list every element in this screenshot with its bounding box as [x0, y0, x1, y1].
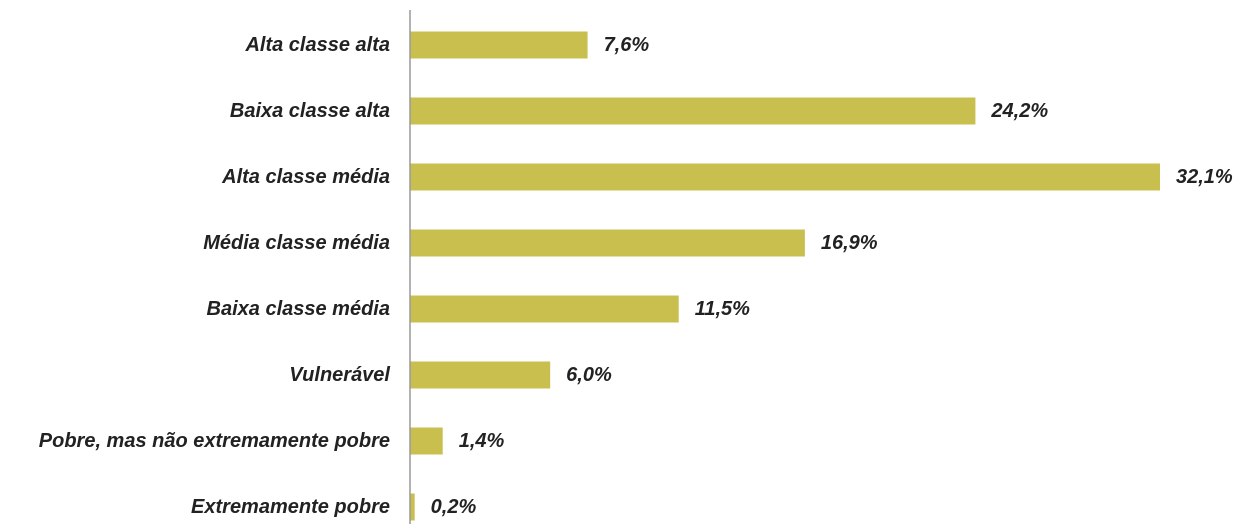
category-label-7: Extremamente pobre — [191, 496, 390, 518]
category-label-0: Alta classe alta — [244, 34, 390, 56]
value-labels-layer: 7,6% 24,2% 32,1% 16,9% 11,5% 6,0% 1,4% 0,2% — [431, 34, 1233, 518]
bar-0 — [410, 31, 588, 59]
value-label-5: 6,0% — [566, 364, 612, 386]
value-label-3: 16,9% — [821, 232, 878, 254]
category-label-2: Alta classe média — [221, 166, 390, 188]
category-label-3: Média classe média — [203, 232, 390, 254]
bar-5 — [410, 361, 551, 389]
bars-layer — [410, 31, 1160, 521]
value-label-6: 1,4% — [459, 430, 505, 452]
value-label-7: 0,2% — [431, 496, 477, 518]
bar-7 — [410, 493, 415, 521]
value-label-0: 7,6% — [604, 34, 650, 56]
value-label-2: 32,1% — [1176, 166, 1233, 188]
value-label-4: 11,5% — [695, 298, 750, 320]
category-label-4: Baixa classe média — [207, 298, 390, 320]
category-label-5: Vulnerável — [289, 364, 390, 386]
value-label-1: 24,2% — [990, 100, 1048, 122]
category-label-1: Baixa classe alta — [230, 100, 390, 122]
bar-2 — [410, 163, 1160, 191]
bar-4 — [410, 295, 679, 323]
category-label-6: Pobre, mas não extremamente pobre — [39, 430, 390, 452]
bar-6 — [410, 427, 443, 455]
bar-3 — [410, 229, 805, 257]
category-labels-layer: Alta classe alta Baixa classe alta Alta cl… — [39, 34, 391, 518]
bar-1 — [410, 97, 976, 125]
